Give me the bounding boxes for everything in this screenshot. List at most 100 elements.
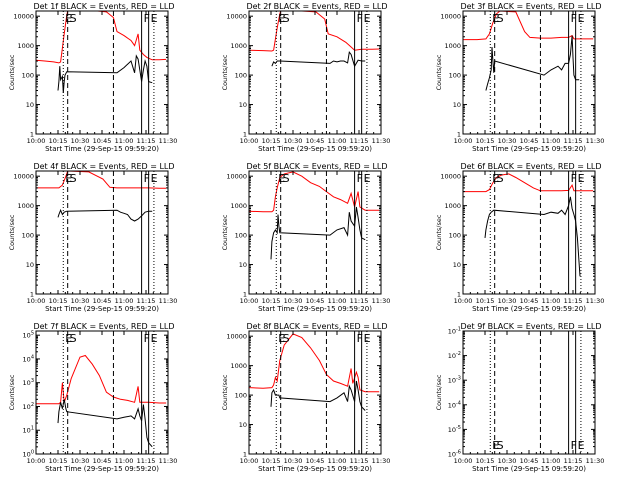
y-tick-label: 1 — [243, 451, 247, 459]
x-tick-label: 11:15 — [564, 297, 583, 305]
series-events-line — [270, 206, 366, 260]
series-events-line — [485, 35, 580, 91]
x-tick-label: 11:15 — [564, 457, 583, 465]
x-tick-label: 10:45 — [306, 297, 325, 305]
x-tick-label: 10:45 — [520, 137, 539, 145]
y-tick-label: 10 — [239, 101, 247, 109]
y-tick-label: 10 — [453, 101, 461, 109]
marker-label: E — [65, 332, 72, 345]
y-tick-label: 1000 — [17, 42, 34, 50]
x-tick-label: 10:45 — [520, 297, 539, 305]
y-tick-label: 10000 — [13, 13, 34, 21]
marker-label: E — [492, 172, 499, 185]
x-tick-label: 10:00 — [240, 457, 259, 465]
y-tick-label: 1 — [457, 131, 461, 139]
x-tick-label: 11:30 — [159, 137, 178, 145]
y-tick-label: 101 — [23, 426, 34, 435]
x-tick-label: 11:30 — [586, 137, 605, 145]
y-tick-label: 1 — [243, 131, 247, 139]
chart-title: Det 4f BLACK = Events, RED = LLD — [33, 162, 174, 171]
series-events-line — [57, 54, 153, 93]
marker-label: F — [571, 439, 577, 452]
x-axis-label: Start Time (29-Sep-15 09:59:20) — [472, 145, 586, 153]
x-tick-label: 11:15 — [137, 297, 156, 305]
y-tick-label: 100 — [23, 450, 34, 459]
x-tick-label: 10:45 — [93, 297, 112, 305]
y-tick-label: 100 — [235, 72, 247, 80]
y-tick-label: 10-6 — [448, 450, 461, 459]
chart-title: Det 8f BLACK = Events, RED = LLD — [246, 322, 387, 331]
x-axis-label: Start Time (29-Sep-15 09:59:20) — [258, 465, 372, 473]
x-tick-label: 10:30 — [71, 457, 90, 465]
y-axis-label: Counts/sec — [435, 374, 443, 410]
chart-title: Det 7f BLACK = Events, RED = LLD — [33, 322, 174, 331]
x-axis-label: Start Time (29-Sep-15 09:59:20) — [45, 305, 159, 313]
x-tick-label: 10:00 — [27, 137, 46, 145]
marker-label: S — [497, 172, 504, 185]
series-events-line — [484, 196, 581, 277]
marker-label: E — [492, 439, 499, 452]
x-tick-label: 11:00 — [115, 457, 134, 465]
x-tick-label: 10:15 — [476, 297, 495, 305]
x-tick-label: 10:00 — [454, 137, 473, 145]
x-tick-label: 10:45 — [306, 457, 325, 465]
x-tick-label: 10:45 — [520, 457, 539, 465]
marker-label: F — [571, 12, 577, 25]
marker-label: S — [283, 172, 290, 185]
series-events-line — [57, 208, 153, 222]
marker-label: E — [578, 172, 585, 185]
y-tick-label: 1 — [30, 131, 34, 139]
x-tick-label: 11:00 — [328, 137, 347, 145]
x-tick-label: 11:30 — [159, 297, 178, 305]
series-lld-line — [36, 354, 167, 405]
marker-label: E — [151, 12, 158, 25]
marker-label: E — [364, 12, 371, 25]
marker-label: E — [578, 12, 585, 25]
y-axis-label: Counts/sec — [221, 214, 229, 250]
x-tick-label: 10:00 — [27, 297, 46, 305]
y-tick-label: 1 — [243, 291, 247, 299]
marker-label: S — [283, 12, 290, 25]
x-tick-label: 11:00 — [542, 457, 561, 465]
panel-9: Det 9f BLACK = Events, RED = LLDESFE10:0… — [435, 322, 604, 473]
marker-label: F — [144, 12, 150, 25]
y-tick-label: 10000 — [226, 173, 247, 181]
x-tick-label: 11:30 — [159, 457, 178, 465]
x-axis-label: Start Time (29-Sep-15 09:59:20) — [45, 145, 159, 153]
y-tick-label: 10-3 — [448, 376, 461, 385]
x-tick-label: 10:15 — [476, 137, 495, 145]
x-tick-label: 10:15 — [49, 297, 68, 305]
y-tick-label: 105 — [23, 331, 34, 340]
series-lld-line — [249, 333, 380, 393]
y-tick-label: 10000 — [13, 173, 34, 181]
x-tick-label: 11:30 — [372, 297, 391, 305]
y-axis-label: Counts/sec — [8, 54, 16, 90]
chart-title: Det 2f BLACK = Events, RED = LLD — [246, 2, 387, 11]
chart-title: Det 1f BLACK = Events, RED = LLD — [33, 2, 174, 11]
marker-label: S — [70, 12, 77, 25]
x-tick-label: 10:00 — [240, 137, 259, 145]
y-tick-label: 10-5 — [448, 425, 461, 434]
x-axis-label: Start Time (29-Sep-15 09:59:20) — [258, 145, 372, 153]
x-tick-label: 11:15 — [350, 137, 369, 145]
y-axis-label: Counts/sec — [8, 374, 16, 410]
y-tick-label: 10 — [239, 261, 247, 269]
x-tick-label: 10:00 — [240, 297, 259, 305]
y-axis-label: Counts/sec — [221, 54, 229, 90]
x-tick-label: 10:30 — [284, 137, 303, 145]
series-events-line — [270, 380, 366, 411]
marker-label: F — [357, 172, 363, 185]
y-tick-label: 10000 — [226, 13, 247, 21]
marker-label: S — [497, 12, 504, 25]
x-tick-label: 11:00 — [328, 457, 347, 465]
x-tick-label: 10:30 — [71, 297, 90, 305]
x-tick-label: 11:00 — [542, 137, 561, 145]
x-tick-label: 10:00 — [27, 457, 46, 465]
x-tick-label: 11:00 — [328, 297, 347, 305]
marker-label: E — [278, 12, 285, 25]
marker-label: E — [278, 172, 285, 185]
